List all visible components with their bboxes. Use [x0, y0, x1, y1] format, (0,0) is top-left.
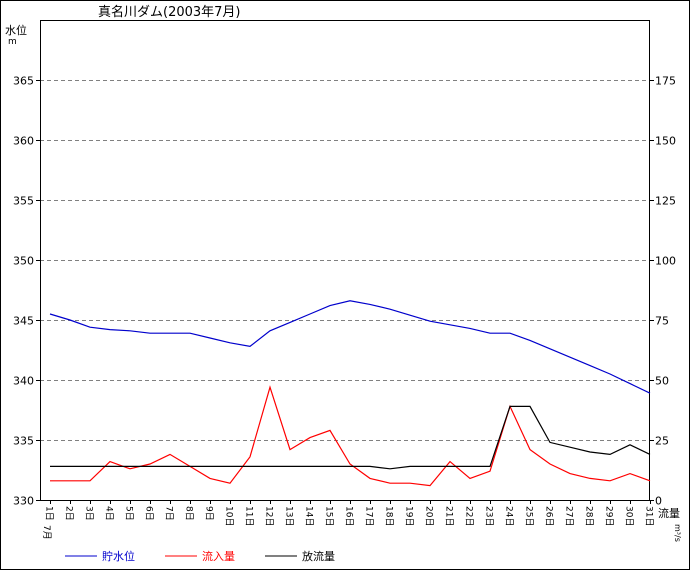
x-tick-label: 11日: [244, 506, 255, 526]
x-tick-label: 4日: [104, 506, 115, 521]
x-tick-label: 3日: [84, 506, 95, 521]
left-tick-label: 330: [13, 495, 34, 508]
x-tick-label: 8日: [184, 506, 195, 521]
chart-title: 真名川ダム(2003年7月): [98, 4, 241, 20]
right-tick-label: 125: [655, 195, 676, 208]
x-tick-label: 22日: [464, 506, 475, 526]
series-lines: [49, 300, 651, 487]
x-tick-label: 19日: [404, 506, 415, 526]
x-tick-label: 9日: [204, 506, 215, 521]
x-tick-label: 25日: [524, 506, 535, 526]
right-axis-unit: m³/s: [673, 524, 682, 542]
left-axis-ticks: 330 335 340 345 350 355 360 365: [13, 75, 40, 508]
x-tick-label: 24日: [504, 506, 515, 526]
x-tick-label: 6日: [144, 506, 155, 521]
x-axis-ticks: 1日 2日 3日 4日 5日 6日 7日 8日 9日 10日 11日 12日 13日 14日 15日 16日 1…: [44, 500, 655, 526]
right-tick-label: 0: [655, 495, 662, 508]
x-tick-label: 16日: [344, 506, 355, 526]
gridlines: [40, 80, 650, 441]
series-line-inflow: [50, 385, 651, 487]
left-tick-label: 355: [13, 195, 34, 208]
x-tick-label: 12日: [264, 506, 275, 526]
x-tick-label: 2日: [64, 506, 75, 521]
legend: 貯水位 流入量 放流量: [65, 549, 335, 563]
x-tick-label: 10日: [224, 506, 235, 526]
left-tick-label: 365: [13, 75, 34, 88]
month-label: 7月: [41, 525, 52, 540]
x-tick-label: 14日: [304, 506, 315, 526]
right-tick-label: 75: [655, 315, 669, 328]
left-axis-unit: m: [8, 37, 17, 47]
x-tick-label: 13日: [284, 506, 295, 526]
right-tick-label: 50: [655, 375, 669, 388]
left-tick-label: 345: [13, 315, 34, 328]
x-tick-label: 15日: [324, 506, 335, 526]
legend-label-inflow: 流入量: [202, 549, 235, 563]
x-tick-label: 27日: [564, 506, 575, 526]
x-tick-label: 20日: [424, 506, 435, 526]
right-tick-label: 150: [655, 135, 676, 148]
legend-label-outflow: 放流量: [302, 549, 335, 563]
series-line-outflow: [50, 405, 651, 470]
x-tick-label: 18日: [384, 506, 395, 526]
right-axis-label: 流量: [658, 506, 680, 520]
x-tick-label: 30日: [624, 506, 635, 526]
x-tick-label: 7日: [164, 506, 175, 521]
right-tick-label: 25: [655, 435, 669, 448]
x-tick-label: 1日: [44, 506, 55, 521]
x-tick-label: 31日: [644, 506, 655, 526]
x-tick-label: 29日: [604, 506, 615, 526]
left-tick-label: 360: [13, 135, 34, 148]
left-axis-label: 水位: [5, 23, 27, 37]
legend-label-water-level: 貯水位: [102, 549, 135, 563]
x-tick-label: 26日: [544, 506, 555, 526]
right-axis-ticks: 0 25 50 75 100 125 150 175: [650, 75, 676, 508]
x-tick-label: 17日: [364, 506, 375, 526]
left-tick-label: 335: [13, 435, 34, 448]
x-tick-label: 23日: [484, 506, 495, 526]
left-tick-label: 340: [13, 375, 34, 388]
x-tick-label: 5日: [124, 506, 135, 521]
right-tick-label: 100: [655, 255, 676, 268]
right-tick-label: 175: [655, 75, 676, 88]
left-tick-label: 350: [13, 255, 34, 268]
x-tick-label: 28日: [584, 506, 595, 526]
plot-area: [40, 20, 650, 501]
series-line-water-level: [49, 300, 651, 394]
x-tick-label: 21日: [444, 506, 455, 526]
